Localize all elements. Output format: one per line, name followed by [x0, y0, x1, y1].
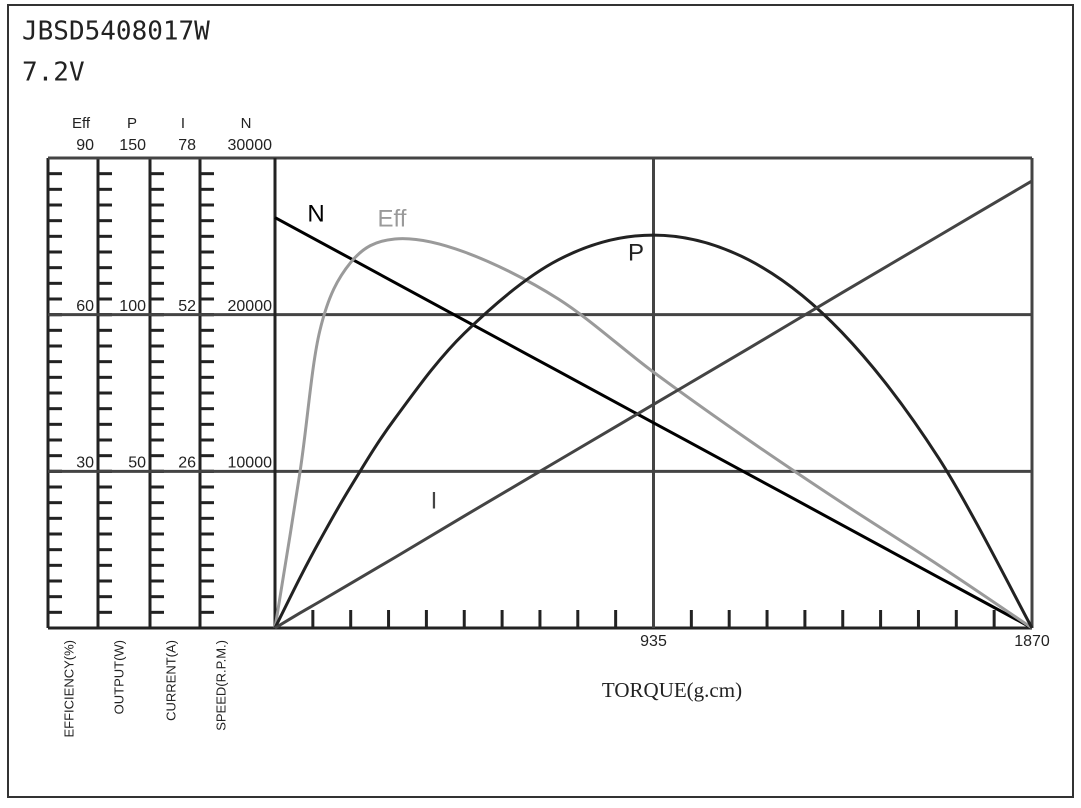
- y-tick-label: 150: [119, 137, 146, 154]
- y-tick-label: 52: [178, 298, 196, 315]
- series-label: I: [431, 487, 438, 514]
- chart-title: JBSD5408017W: [22, 17, 210, 47]
- y-tick-label: 60: [76, 298, 94, 315]
- y-tick-label: 90: [76, 137, 94, 154]
- x-tick-label: 935: [640, 633, 667, 650]
- axis-name: I: [181, 115, 185, 132]
- series-line: [273, 237, 1033, 630]
- chart-subtitle: 7.2V: [22, 58, 85, 88]
- y-tick-label: 78: [178, 137, 196, 154]
- y-tick-label: 20000: [228, 298, 273, 315]
- y-axis-label: EFFICIENCY(%): [61, 640, 76, 738]
- y-tick-label: 30: [76, 455, 94, 472]
- axis-name: N: [241, 115, 252, 132]
- series-line: [273, 233, 1034, 629]
- series-label: N: [307, 200, 324, 227]
- y-tick-label: 50: [128, 455, 146, 472]
- axis-name: P: [127, 115, 137, 132]
- series-line: [274, 216, 1033, 630]
- y-axis-label: OUTPUT(W): [111, 640, 126, 714]
- y-axis-label: CURRENT(A): [163, 640, 178, 721]
- x-axis-label: TORQUE(g.cm): [602, 678, 742, 702]
- frame: [7, 4, 1074, 798]
- y-tick-label: 30000: [228, 137, 273, 154]
- y-tick-label: 100: [119, 298, 146, 315]
- y-axis-label: SPEED(R.P.M.): [213, 640, 228, 731]
- series-label: Eff: [378, 205, 407, 232]
- series-label: P: [628, 239, 644, 266]
- y-tick-label: 26: [178, 455, 196, 472]
- axis-name: Eff: [72, 115, 91, 132]
- series-line: [274, 179, 1033, 630]
- x-tick-label: 1870: [1014, 633, 1050, 650]
- y-tick-label: 10000: [228, 455, 273, 472]
